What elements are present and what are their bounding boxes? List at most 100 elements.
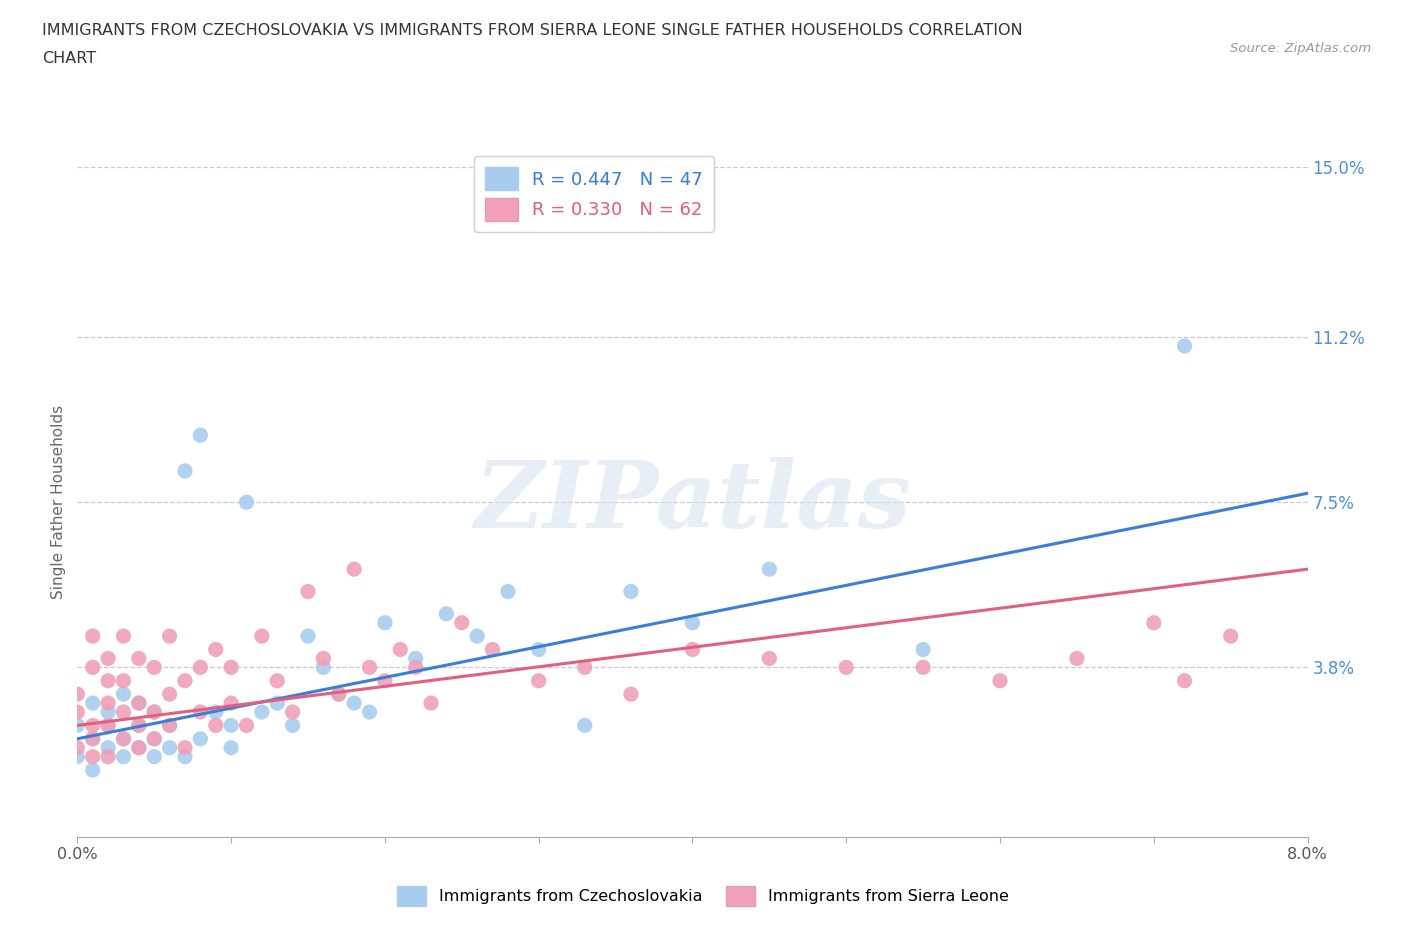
Point (159, 718, 181, 733)
Point (188, 731, 212, 746)
Point (343, 696, 366, 711)
Point (235, 718, 257, 733)
Point (82, 750, 104, 764)
Point (143, 705, 166, 720)
Point (174, 750, 197, 764)
Point (266, 673, 288, 688)
Point (758, 562, 780, 577)
Point (1174, 673, 1197, 688)
Point (128, 651, 150, 666)
Point (204, 642, 226, 657)
Text: CHART: CHART (42, 51, 96, 66)
Point (174, 463, 197, 478)
Point (112, 673, 135, 688)
Point (405, 651, 427, 666)
Point (620, 584, 643, 599)
Point (496, 584, 519, 599)
Point (66, 718, 89, 733)
Point (758, 651, 780, 666)
Point (988, 673, 1011, 688)
Point (97, 718, 120, 733)
Point (174, 673, 197, 688)
Point (219, 660, 242, 675)
Point (359, 660, 381, 675)
Point (297, 584, 319, 599)
Point (682, 616, 704, 631)
Point (328, 686, 350, 701)
Point (159, 686, 181, 701)
Point (682, 642, 704, 657)
Point (159, 718, 181, 733)
Point (420, 696, 443, 711)
Point (912, 642, 935, 657)
Point (66, 740, 89, 755)
Point (389, 642, 412, 657)
Point (250, 629, 273, 644)
Point (97, 651, 120, 666)
Legend: R = 0.447   N = 47, R = 0.330   N = 62: R = 0.447 N = 47, R = 0.330 N = 62 (474, 156, 714, 232)
Point (97, 673, 120, 688)
Point (527, 642, 550, 657)
Point (359, 705, 381, 720)
Point (143, 731, 166, 746)
Point (159, 629, 181, 644)
Point (204, 705, 226, 720)
Point (66, 705, 89, 720)
Point (450, 616, 472, 631)
Point (235, 495, 257, 510)
Point (82, 718, 104, 733)
Point (82, 696, 104, 711)
Point (143, 750, 166, 764)
Point (374, 673, 396, 688)
Point (97, 750, 120, 764)
Point (82, 629, 104, 644)
Point (128, 740, 150, 755)
Y-axis label: Single Father Households: Single Father Households (51, 405, 66, 599)
Point (97, 740, 120, 755)
Point (281, 705, 304, 720)
Point (266, 696, 288, 711)
Text: ZIPatlas: ZIPatlas (474, 458, 911, 547)
Point (174, 740, 197, 755)
Point (1174, 339, 1197, 353)
Point (97, 705, 120, 720)
Point (1066, 651, 1088, 666)
Point (112, 731, 135, 746)
Point (188, 428, 212, 443)
Point (219, 718, 242, 733)
Point (82, 660, 104, 675)
Text: IMMIGRANTS FROM CZECHOSLOVAKIA VS IMMIGRANTS FROM SIERRA LEONE SINGLE FATHER HOU: IMMIGRANTS FROM CZECHOSLOVAKIA VS IMMIGR… (42, 23, 1022, 38)
Point (112, 750, 135, 764)
Point (128, 696, 150, 711)
Point (574, 660, 596, 675)
Point (219, 740, 242, 755)
Point (128, 696, 150, 711)
Point (112, 686, 135, 701)
Point (436, 606, 458, 621)
Point (112, 629, 135, 644)
Point (374, 616, 396, 631)
Point (159, 740, 181, 755)
Point (97, 718, 120, 733)
Point (312, 660, 335, 675)
Point (82, 731, 104, 746)
Point (82, 731, 104, 746)
Point (465, 629, 488, 644)
Point (912, 660, 935, 675)
Point (204, 718, 226, 733)
Point (112, 705, 135, 720)
Point (1219, 629, 1241, 644)
Point (328, 686, 350, 701)
Point (97, 696, 120, 711)
Text: Source: ZipAtlas.com: Source: ZipAtlas.com (1230, 42, 1371, 55)
Point (312, 651, 335, 666)
Point (66, 686, 89, 701)
Point (1143, 616, 1166, 631)
Point (481, 642, 503, 657)
Point (835, 660, 858, 675)
Point (219, 696, 242, 711)
Point (188, 705, 212, 720)
Point (405, 660, 427, 675)
Point (128, 718, 150, 733)
Point (82, 763, 104, 777)
